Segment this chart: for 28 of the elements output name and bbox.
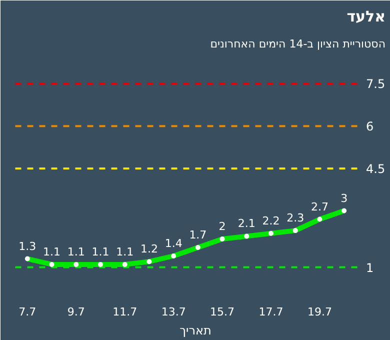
ref-line-label: 7.5 — [366, 77, 386, 92]
data-label: 2 — [218, 220, 226, 234]
x-tick-label: 17.7 — [258, 306, 284, 318]
data-label: 1.1 — [67, 245, 85, 258]
ref-line-label: 6 — [366, 120, 374, 134]
data-label: 3 — [340, 192, 348, 205]
data-label: 1.4 — [164, 236, 182, 250]
data-label: 1.1 — [116, 245, 134, 258]
data-label: 2.1 — [238, 217, 256, 230]
x-tick-label: 7.7 — [18, 306, 36, 318]
x-tick-label: 11.7 — [112, 306, 138, 318]
ref-line-label: 1 — [366, 260, 374, 275]
data-label: 2.2 — [262, 214, 280, 228]
x-tick-label: 19.7 — [307, 306, 332, 318]
chart-subtitle: הסטוריית הציון ב-14 הימים האחרונים — [210, 38, 386, 50]
data-label: 1.3 — [18, 240, 36, 253]
data-label: 1.2 — [140, 242, 158, 256]
data-label: 1.1 — [92, 245, 110, 258]
data-label: 1.1 — [43, 245, 61, 258]
ref-line-label: 4.5 — [366, 162, 386, 176]
data-label: 2.7 — [310, 200, 328, 214]
chart-title: אלעד — [346, 8, 386, 26]
x-tick-label: 13.7 — [161, 306, 186, 318]
x-axis-title: תאריך — [180, 324, 212, 338]
data-label: 2.3 — [286, 212, 304, 225]
x-tick-label: 15.7 — [210, 306, 235, 318]
data-label: 1.7 — [189, 228, 207, 242]
x-tick-label: 9.7 — [67, 306, 85, 318]
